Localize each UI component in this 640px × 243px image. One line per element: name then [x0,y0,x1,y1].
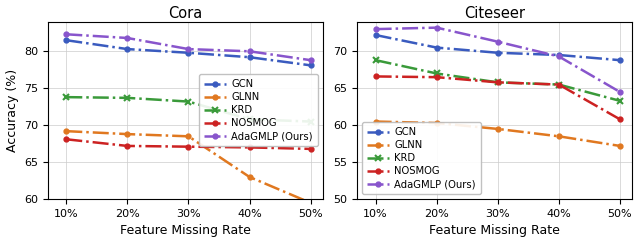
KRD [124,96,131,99]
NOSMOG [307,148,314,150]
Title: Cora: Cora [168,6,202,21]
GLNN [494,128,502,130]
KRD [372,59,380,62]
GLNN [433,122,440,124]
GLNN [184,135,192,138]
NOSMOG [372,75,380,78]
KRD [494,81,502,84]
AdaGMLP (Ours) [555,55,563,58]
GLNN [372,120,380,123]
NOSMOG [63,138,70,141]
Line: AdaGMLP (Ours): AdaGMLP (Ours) [64,32,313,63]
X-axis label: Feature Missing Rate: Feature Missing Rate [429,225,560,237]
GLNN [246,175,253,178]
GLNN [616,145,624,148]
Line: GCN: GCN [64,38,313,68]
Title: Citeseer: Citeseer [464,6,525,21]
KRD [184,100,192,103]
NOSMOG [184,145,192,148]
AdaGMLP (Ours) [246,50,253,53]
Legend: GCN, GLNN, KRD, NOSMOG, AdaGMLP (Ours): GCN, GLNN, KRD, NOSMOG, AdaGMLP (Ours) [362,122,481,194]
Line: NOSMOG: NOSMOG [373,74,622,122]
NOSMOG [616,118,624,121]
AdaGMLP (Ours) [433,26,440,29]
GLNN [307,201,314,204]
KRD [433,72,440,75]
KRD [555,83,563,86]
KRD [246,118,253,121]
NOSMOG [555,83,563,86]
GCN [555,53,563,56]
GCN [433,46,440,49]
AdaGMLP (Ours) [616,90,624,93]
Line: KRD: KRD [372,57,623,104]
KRD [307,120,314,123]
Line: KRD: KRD [63,94,314,125]
AdaGMLP (Ours) [184,48,192,51]
NOSMOG [246,146,253,149]
GCN [494,51,502,54]
Line: NOSMOG: NOSMOG [64,137,313,151]
Y-axis label: Accuracy (%): Accuracy (%) [6,69,19,152]
AdaGMLP (Ours) [494,40,502,43]
AdaGMLP (Ours) [372,28,380,31]
NOSMOG [433,76,440,79]
AdaGMLP (Ours) [307,59,314,62]
GCN [63,39,70,42]
Line: GCN: GCN [373,33,622,63]
Legend: GCN, GLNN, KRD, NOSMOG, AdaGMLP (Ours): GCN, GLNN, KRD, NOSMOG, AdaGMLP (Ours) [199,74,318,147]
Line: GLNN: GLNN [64,129,313,205]
AdaGMLP (Ours) [124,36,131,39]
Line: GLNN: GLNN [373,119,622,148]
GLNN [63,130,70,133]
Line: AdaGMLP (Ours): AdaGMLP (Ours) [373,25,622,94]
GCN [372,34,380,36]
GCN [616,59,624,62]
X-axis label: Feature Missing Rate: Feature Missing Rate [120,225,251,237]
KRD [63,96,70,99]
NOSMOG [494,81,502,84]
AdaGMLP (Ours) [63,33,70,36]
NOSMOG [124,145,131,148]
KRD [616,99,624,102]
GLNN [124,133,131,136]
GCN [307,64,314,67]
GLNN [555,135,563,138]
GCN [124,48,131,51]
GCN [246,56,253,59]
GCN [184,51,192,54]
